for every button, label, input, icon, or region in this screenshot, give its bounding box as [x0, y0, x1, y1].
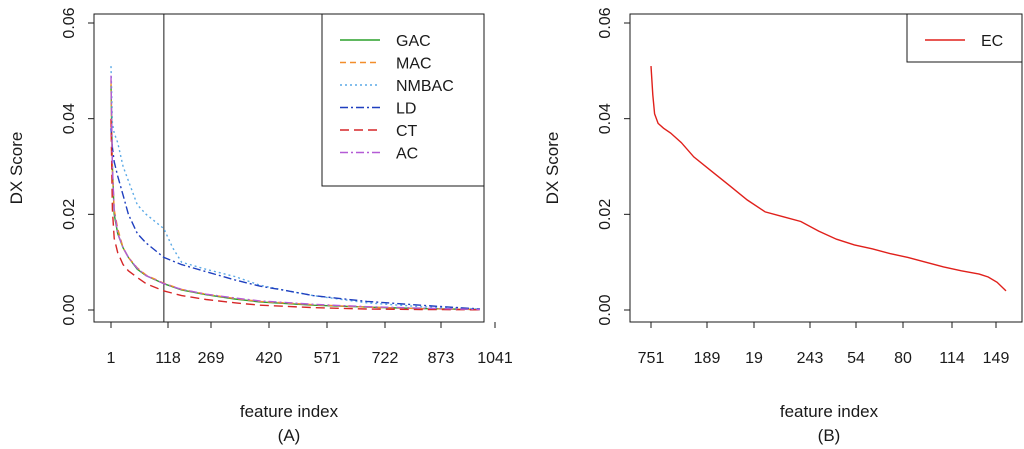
panel-b-legend: EC: [906, 13, 1023, 63]
panel-a-x-tick-label: 571: [314, 350, 341, 367]
panel-b-y-axis-label: DX Score: [543, 132, 562, 205]
panel-b-x-tick-label: 114: [939, 350, 965, 367]
panel-b-x-tick-label: 80: [894, 350, 912, 367]
panel-a-legend-label: MAC: [396, 56, 432, 73]
panel-b-x-tick-label: 751: [638, 350, 665, 367]
panel-b-plot-frame: [629, 13, 1023, 323]
panel-b-x-axis-label: feature index: [780, 402, 879, 421]
panel-b-x-tick-label: 54: [847, 350, 865, 367]
panel-b-y-tick-label: 0.04: [597, 103, 614, 134]
panel-a-y-tick-label: 0.02: [61, 199, 78, 230]
panel-a-y-axis-label: DX Score: [7, 132, 26, 205]
panel-a-series-ld-line: [110, 128, 481, 310]
panel-a-legend: GAC MAC NMBAC LD CT AC: [321, 13, 485, 187]
panel-b-x-tick-label: 189: [694, 350, 721, 367]
panel-a-legend-label: GAC: [396, 33, 431, 50]
panel-b-chart: 0.00 0.02 0.04 0.06 751 189 19 243 54 80 114 149 E…: [543, 7, 1023, 445]
panel-a-series-ac-line: [110, 75, 481, 311]
panel-b-y-tick-label: 0.06: [597, 7, 614, 38]
panel-b-x-ticks: 751 189 19 243 54 80 114 149: [638, 322, 1010, 367]
panel-b-x-tick-label: 243: [797, 350, 824, 367]
panel-a-x-ticks: 1 118 269 420 571 722 873 1041: [107, 322, 513, 367]
panel-a-legend-box: [321, 13, 485, 187]
panel-a-y-tick-label: 0.00: [61, 294, 78, 325]
panel-b-y-ticks: 0.00 0.02 0.04 0.06: [597, 7, 630, 326]
panel-a-x-tick-label: 269: [198, 350, 225, 367]
panel-a-legend-label: AC: [396, 146, 418, 163]
panel-b-y-tick-label: 0.02: [597, 199, 614, 230]
panel-a-series: [110, 66, 481, 311]
panel-a-y-ticks: 0.00 0.02 0.04 0.06: [61, 7, 94, 326]
panel-b-y-tick-label: 0.00: [597, 294, 614, 325]
panel-a-y-tick-label: 0.06: [61, 7, 78, 38]
panel-b-series-ec-line: [650, 66, 1007, 292]
panel-a-x-tick-label: 420: [256, 350, 283, 367]
panel-b-legend-box: [906, 13, 1023, 63]
panel-a-x-axis-label: feature index: [240, 402, 339, 421]
panel-a-x-tick-label: 722: [372, 350, 399, 367]
panel-a-legend-label: LD: [396, 101, 416, 118]
panel-a-x-tick-label: 1: [107, 350, 116, 367]
panel-a-y-tick-label: 0.04: [61, 103, 78, 134]
panel-a-x-tick-label: 1041: [477, 350, 513, 367]
panel-b-series: [650, 66, 1007, 292]
panel-a-label: (A): [278, 426, 301, 445]
panel-a-series-ct-line: [110, 118, 481, 311]
panel-a-chart: 0.00 0.02 0.04 0.06 1 118 269 420 571 722 873 1041…: [7, 7, 513, 445]
panel-a-legend-label: NMBAC: [396, 78, 454, 95]
panel-b-label: (B): [818, 426, 841, 445]
panel-b-x-tick-label: 149: [983, 350, 1010, 367]
panel-b-x-tick-label: 19: [745, 350, 763, 367]
panel-a-x-tick-label: 118: [155, 350, 181, 367]
panel-a-x-tick-label: 873: [428, 350, 455, 367]
panel-a-legend-label: CT: [396, 123, 418, 140]
panel-b-legend-label: EC: [981, 33, 1003, 50]
